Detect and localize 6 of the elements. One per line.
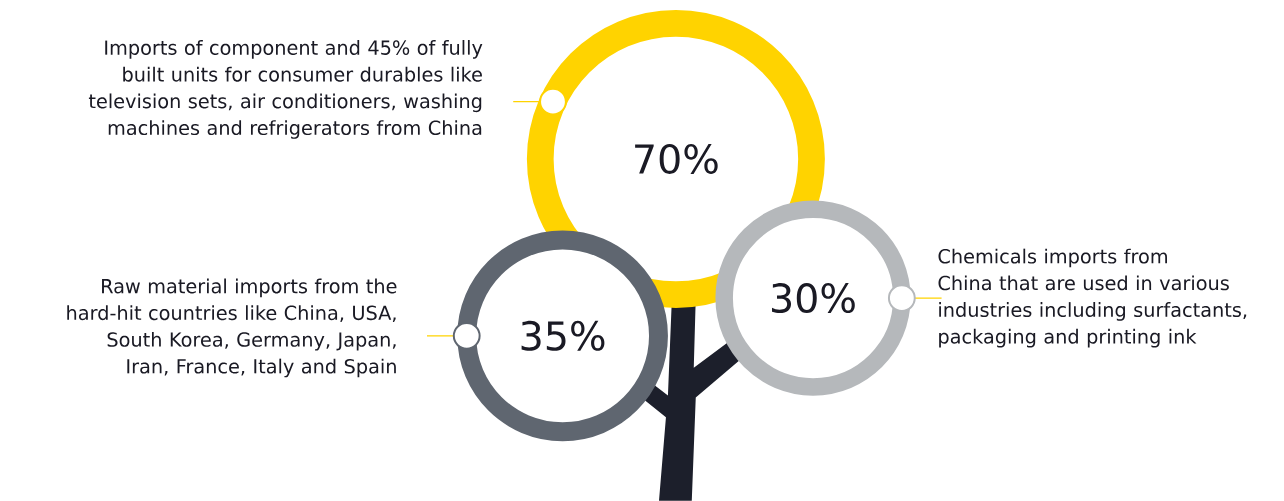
- data-label: 30%: [772, 283, 855, 314]
- category-label: Imports of component and 45% of fully built units for consumer durables like television sets, air conditioners, washing machines and refrigerators from China: [88, 40, 483, 139]
- category-label: Chemicals imports from China that are used in various industries including surfactants, packaging and printing ink: [938, 248, 1247, 348]
- category-label: Raw material imports from the hard-hit countries like China, USA, South Korea, Germany, Japan, Iran, France, Italy and Spain: [67, 278, 397, 378]
- data-label: 70%: [635, 144, 718, 175]
- data-label: 35%: [521, 320, 605, 351]
